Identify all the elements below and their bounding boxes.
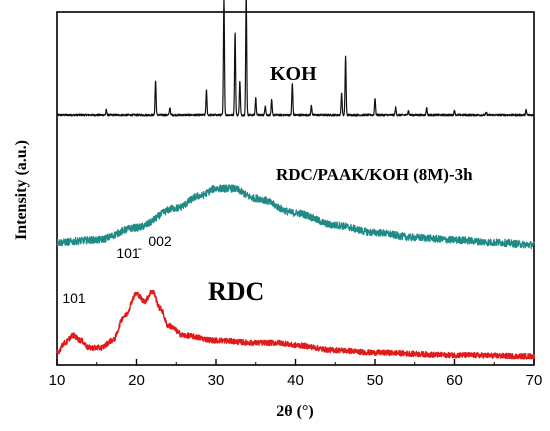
x-axis-ticks: 10 20 30 40 50 60 70 bbox=[49, 359, 543, 389]
rdc-series-line bbox=[56, 289, 535, 360]
peak-label-10-1bar: 101̄ bbox=[116, 245, 141, 261]
y-axis-title: Intensity (a.u.) bbox=[13, 140, 30, 240]
koh-series-line bbox=[56, 0, 535, 117]
x-tick-label: 20 bbox=[128, 372, 145, 389]
x-tick-label: 40 bbox=[287, 372, 304, 389]
x-tick-label: 30 bbox=[208, 372, 225, 389]
x-tick-label: 50 bbox=[367, 372, 384, 389]
peak-label-002: 002 bbox=[148, 233, 172, 249]
x-tick-label: 10 bbox=[49, 372, 66, 389]
x-tick-label: 60 bbox=[446, 372, 463, 389]
x-axis-title: 2θ (°) bbox=[276, 403, 313, 420]
x-tick-label: 70 bbox=[526, 372, 543, 389]
koh-label: KOH bbox=[270, 63, 317, 85]
rdc-paak-koh-series-line bbox=[56, 184, 535, 250]
rdc-label: RDC bbox=[208, 277, 264, 306]
peak-label-101: 101 bbox=[62, 290, 86, 306]
rdc-paak-koh-label: RDC/PAAK/KOH (8M)-3h bbox=[276, 165, 473, 184]
